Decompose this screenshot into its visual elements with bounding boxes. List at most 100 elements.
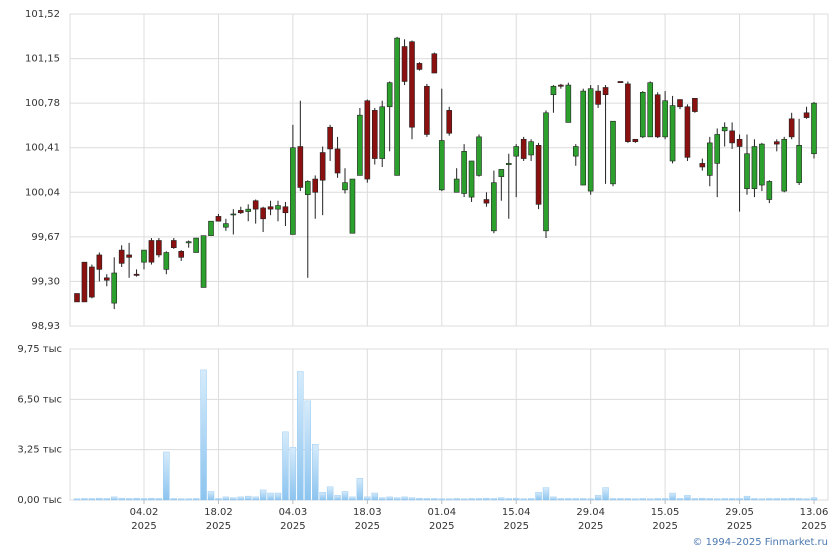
candle bbox=[543, 110, 549, 239]
volume-bar bbox=[207, 491, 215, 501]
volume-tick-label: 3,25 тыс bbox=[17, 445, 62, 456]
x-tick-year: 2025 bbox=[503, 521, 528, 532]
volume-panel bbox=[69, 348, 829, 501]
volume-bar bbox=[416, 497, 423, 501]
candle-body bbox=[111, 272, 118, 304]
x-tick-year: 2025 bbox=[131, 521, 156, 532]
volume-bar bbox=[423, 498, 431, 501]
candle bbox=[528, 139, 534, 161]
candle-body bbox=[260, 207, 266, 220]
candle-body bbox=[520, 138, 527, 159]
candle-body bbox=[126, 254, 132, 258]
candle-body bbox=[431, 53, 438, 74]
candle bbox=[156, 238, 162, 258]
candle-body bbox=[118, 249, 125, 264]
volume-bar bbox=[237, 496, 244, 501]
candle-body bbox=[89, 266, 95, 298]
candle-body bbox=[714, 134, 721, 164]
x-tick-year: 2025 bbox=[280, 521, 305, 532]
volume-bar bbox=[163, 451, 170, 501]
candle bbox=[379, 100, 386, 167]
candle-body bbox=[267, 206, 274, 210]
candle bbox=[416, 62, 423, 71]
price-panel bbox=[69, 13, 829, 327]
volume-bar bbox=[364, 496, 371, 501]
candle bbox=[371, 107, 378, 165]
candle bbox=[625, 81, 631, 143]
candle-body bbox=[342, 182, 348, 191]
y-tick-label: 99,67 bbox=[31, 232, 60, 243]
volume-bar bbox=[371, 492, 378, 501]
volume-bar bbox=[274, 492, 282, 501]
x-tick-year: 2025 bbox=[652, 521, 677, 532]
volume-bar bbox=[245, 495, 252, 501]
y-tick-label: 100,41 bbox=[25, 143, 60, 154]
candle-body bbox=[565, 84, 572, 123]
candle bbox=[461, 144, 467, 198]
volume-bar bbox=[297, 371, 304, 501]
candle bbox=[260, 206, 266, 233]
volume-bar bbox=[565, 498, 572, 501]
candle bbox=[237, 206, 244, 214]
candle-body bbox=[453, 178, 460, 193]
candle-body bbox=[580, 90, 587, 186]
candle bbox=[766, 180, 773, 204]
candle bbox=[89, 264, 95, 299]
candle bbox=[312, 175, 319, 219]
candle-body bbox=[744, 153, 750, 189]
candle-body bbox=[595, 90, 601, 105]
volume-bar bbox=[728, 498, 736, 501]
candle bbox=[714, 128, 721, 198]
volume-bar bbox=[103, 498, 110, 501]
volume-bar bbox=[312, 444, 319, 501]
volume-bar bbox=[535, 492, 542, 501]
candle bbox=[230, 209, 237, 235]
y-tick-label: 98,93 bbox=[31, 321, 60, 332]
candle-body bbox=[237, 210, 244, 214]
candle-body bbox=[736, 138, 743, 147]
volume-bar bbox=[788, 497, 795, 501]
volume-bar bbox=[438, 498, 445, 501]
volume-bar bbox=[721, 498, 728, 501]
candle bbox=[558, 83, 564, 89]
volume-bar bbox=[498, 497, 505, 501]
candle bbox=[111, 257, 118, 310]
volume-bar bbox=[200, 369, 207, 501]
y-tick-label: 100,78 bbox=[25, 98, 60, 109]
candle bbox=[684, 104, 691, 161]
credit: © 1994–2025 Finmarket.ru bbox=[692, 537, 828, 548]
candle bbox=[692, 98, 698, 113]
x-tick-label: 15.04 bbox=[502, 507, 531, 518]
volume-bar bbox=[252, 496, 259, 501]
candle bbox=[364, 99, 371, 183]
candle-body bbox=[729, 130, 735, 144]
candle bbox=[580, 88, 587, 186]
candle bbox=[103, 274, 110, 287]
volume-bar bbox=[341, 491, 349, 501]
candle bbox=[185, 240, 192, 248]
candle-body bbox=[282, 206, 289, 214]
candle bbox=[126, 242, 132, 278]
candle bbox=[297, 100, 304, 192]
x-tick-label: 18.02 bbox=[204, 507, 233, 518]
candle-body bbox=[587, 88, 594, 192]
candle-body bbox=[669, 105, 676, 162]
candle-body bbox=[528, 141, 534, 156]
candle-body bbox=[379, 106, 386, 159]
candle bbox=[334, 136, 341, 178]
volume-bar bbox=[215, 498, 222, 501]
candle bbox=[170, 238, 177, 249]
candle bbox=[118, 245, 125, 267]
candle bbox=[736, 134, 743, 212]
volume-bar bbox=[527, 498, 535, 501]
candle bbox=[223, 218, 229, 231]
volume-bar bbox=[803, 498, 810, 501]
candle-body bbox=[290, 147, 296, 235]
candle bbox=[319, 146, 326, 216]
candle bbox=[431, 52, 438, 74]
candle bbox=[587, 85, 594, 195]
candle bbox=[610, 120, 616, 187]
candle bbox=[178, 250, 185, 261]
candle-body bbox=[208, 220, 214, 236]
candle-body bbox=[200, 235, 207, 288]
